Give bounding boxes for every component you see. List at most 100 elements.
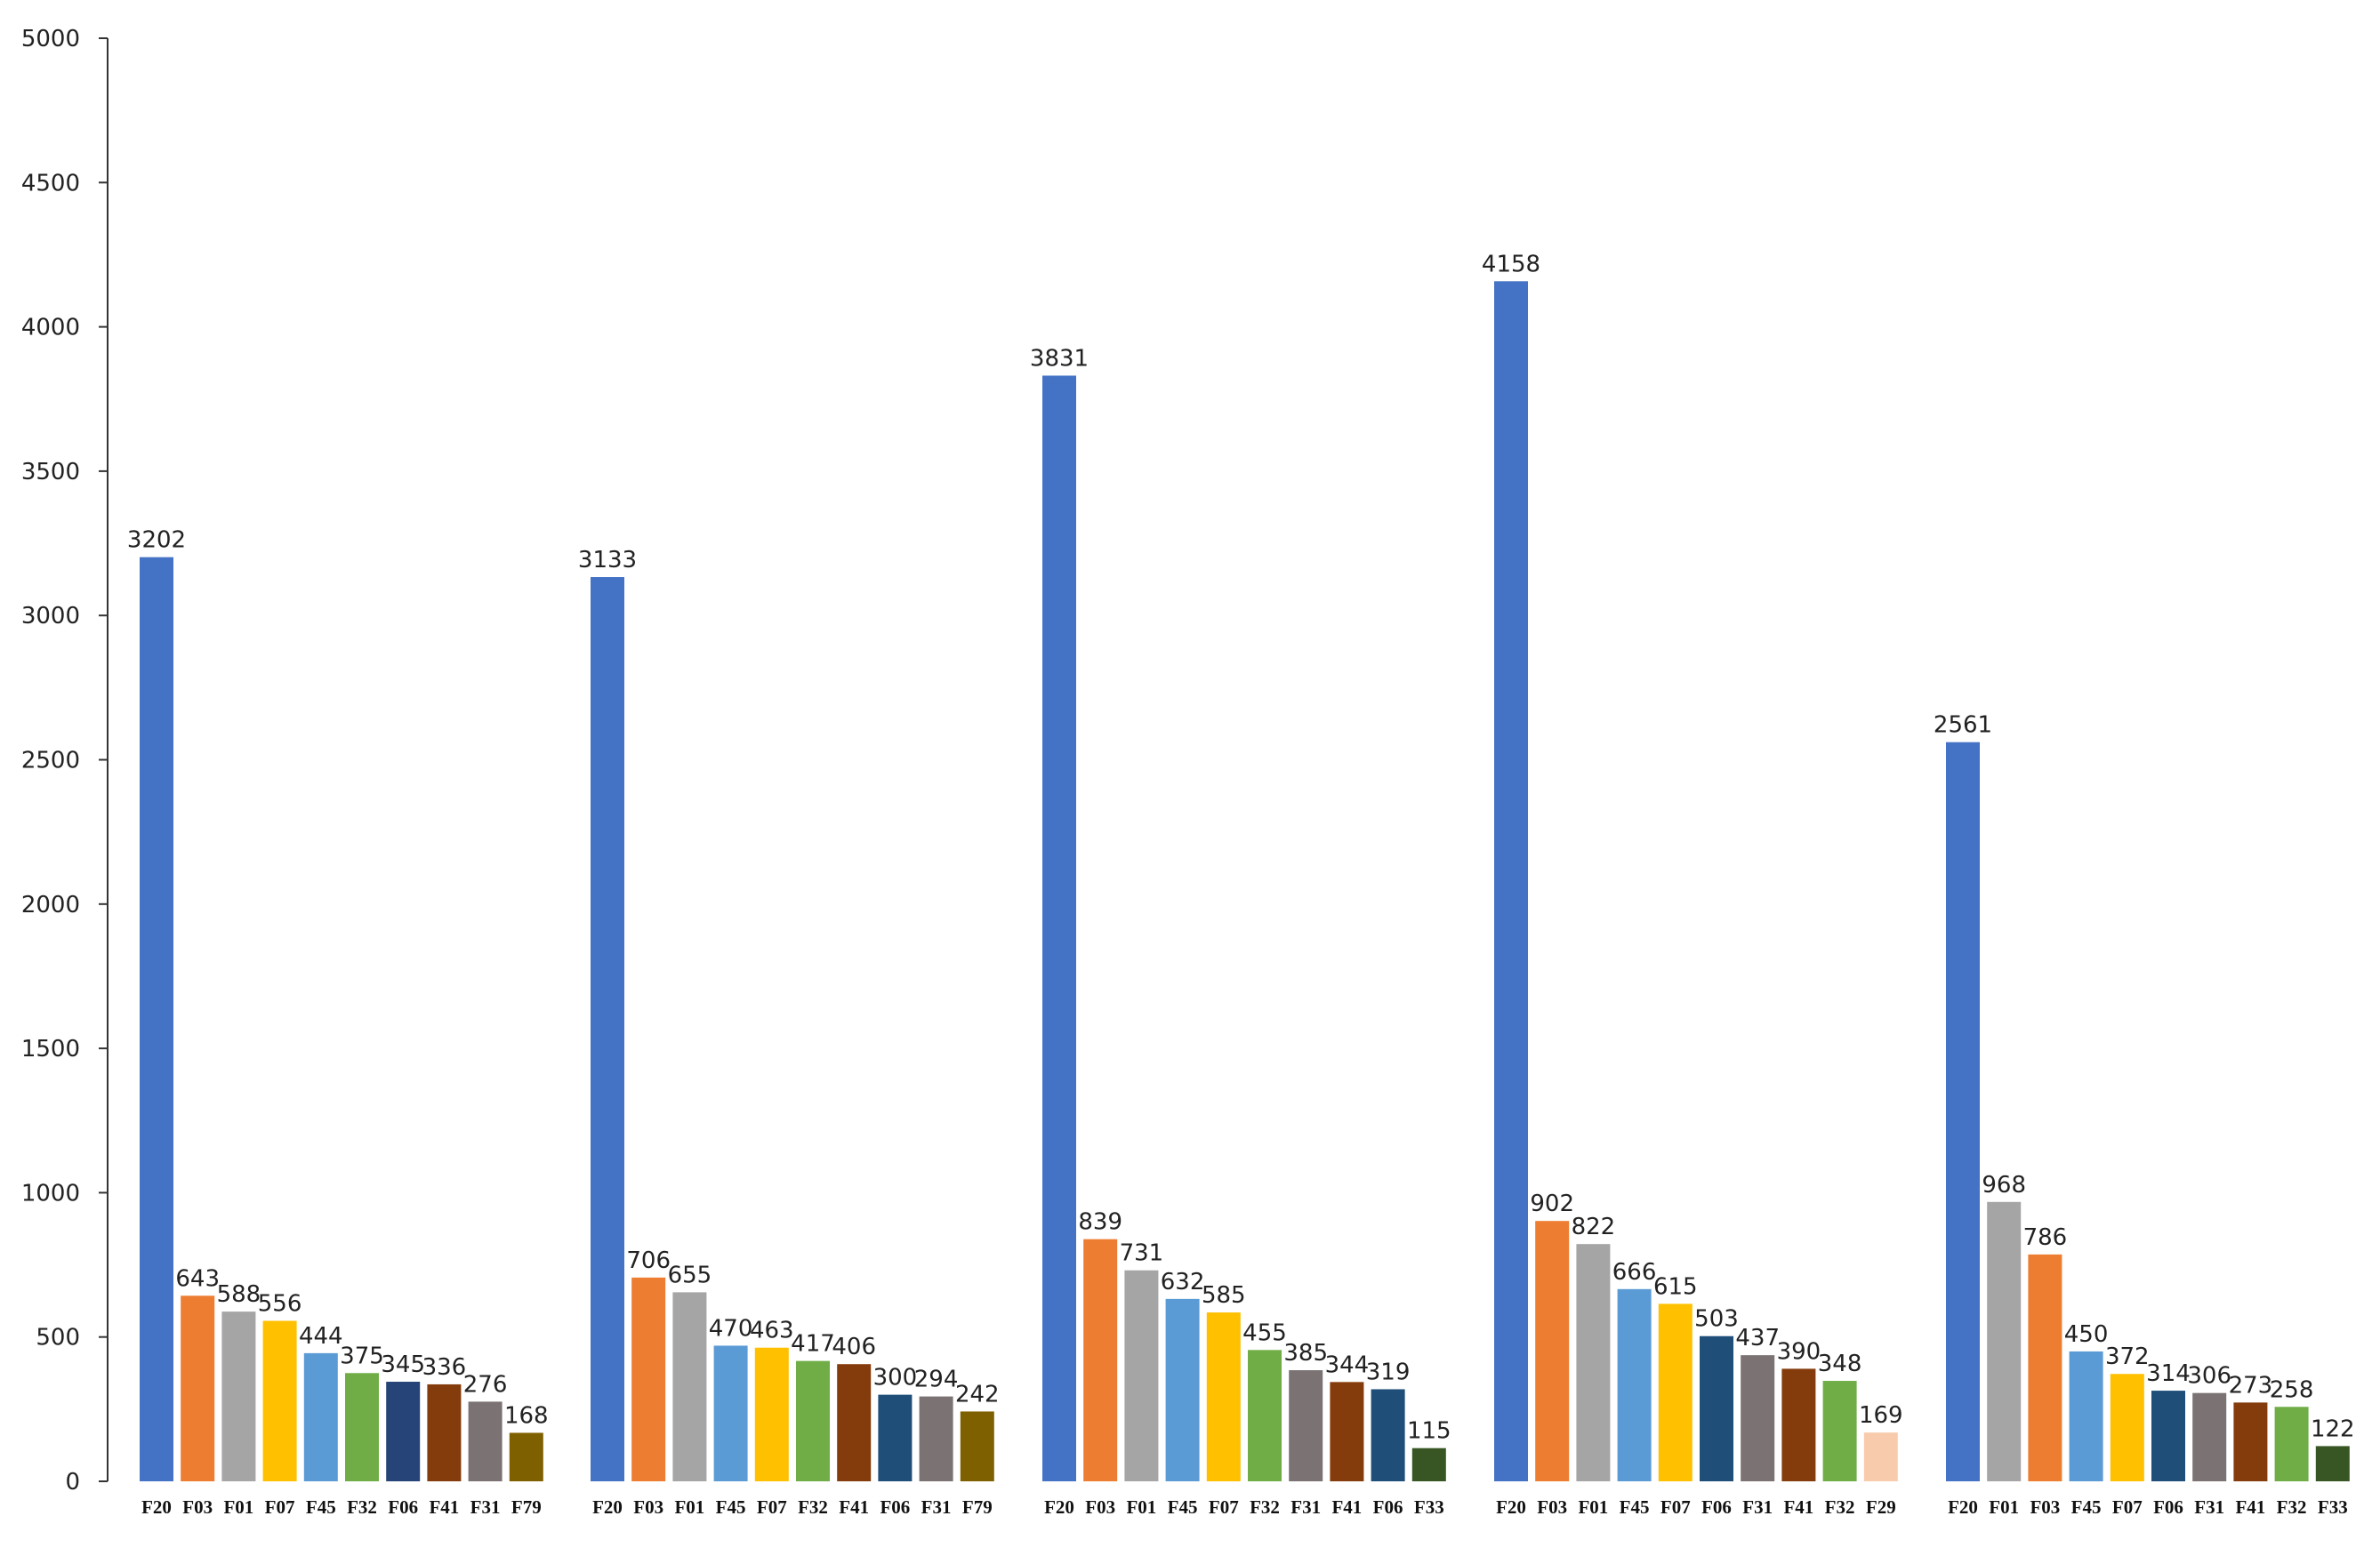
y-tick-label: 2000 <box>21 892 80 918</box>
bar <box>1330 1382 1364 1481</box>
data-label: 276 <box>463 1371 508 1398</box>
y-tick-label: 1000 <box>21 1180 80 1207</box>
x-tick-label: F31 <box>921 1496 952 1518</box>
x-tick-label: F20 <box>141 1496 172 1518</box>
data-label: 731 <box>1120 1240 1164 1267</box>
bar <box>2028 1254 2062 1481</box>
bar <box>1248 1350 1282 1481</box>
bar <box>427 1384 462 1481</box>
data-label: 258 <box>2270 1376 2314 1403</box>
x-tick-label: F06 <box>388 1496 418 1518</box>
x-tick-label: F41 <box>1783 1496 1813 1518</box>
bar <box>713 1345 748 1481</box>
data-label: 444 <box>299 1323 343 1350</box>
x-tick-label: F45 <box>2071 1496 2102 1518</box>
data-label: 706 <box>626 1247 671 1274</box>
x-tick-label: F03 <box>182 1496 213 1518</box>
x-tick-label: F07 <box>1660 1496 1691 1518</box>
data-label: 390 <box>1777 1338 1821 1365</box>
data-label: 470 <box>709 1315 753 1342</box>
y-tick-label: 2500 <box>21 748 80 774</box>
bar-group-2: 3133 F20 706 F03 655 F01 470 F45 463 F07 417 F32 406… <box>578 547 1000 1518</box>
bar <box>1206 1312 1241 1481</box>
bar <box>672 1292 707 1481</box>
bar <box>1658 1303 1693 1481</box>
x-tick-label: F79 <box>511 1496 542 1518</box>
x-tick-label: F20 <box>1044 1496 1074 1518</box>
bar-group-4: 4158 F20 902 F03 822 F01 666 F45 615 F07 503 F06 437… <box>1482 251 1903 1518</box>
data-label: 406 <box>832 1334 876 1360</box>
bar <box>1617 1288 1652 1481</box>
x-tick-label: F32 <box>798 1496 828 1518</box>
y-axis: 0 500 1000 1500 2000 2500 3000 3500 4000 4500 5000 <box>21 26 109 1496</box>
data-label: 348 <box>1818 1351 1862 1377</box>
x-tick-label: F31 <box>1742 1496 1773 1518</box>
data-label: 437 <box>1735 1325 1780 1351</box>
data-label: 450 <box>2064 1321 2109 1348</box>
x-tick-label: F45 <box>716 1496 746 1518</box>
x-tick-label: F07 <box>757 1496 787 1518</box>
x-tick-label: F32 <box>2277 1496 2307 1518</box>
data-label: 3831 <box>1030 345 1089 372</box>
x-tick-label: F06 <box>1701 1496 1732 1518</box>
x-tick-label: F45 <box>306 1496 336 1518</box>
bar <box>796 1360 830 1481</box>
bar <box>919 1396 953 1481</box>
x-tick-label: F45 <box>1168 1496 1198 1518</box>
y-tick-label: 4000 <box>21 315 80 341</box>
bar <box>960 1411 994 1481</box>
bar <box>345 1373 379 1481</box>
bar <box>2274 1407 2309 1481</box>
x-tick-label: F41 <box>839 1496 869 1518</box>
x-tick-label: F33 <box>2318 1496 2348 1518</box>
x-tick-label: F01 <box>674 1496 704 1518</box>
bar <box>1863 1432 1898 1481</box>
data-label: 169 <box>1859 1402 1903 1429</box>
x-tick-label: F41 <box>429 1496 459 1518</box>
x-tick-label: F41 <box>2235 1496 2265 1518</box>
bar <box>1946 742 1980 1481</box>
bar <box>181 1295 215 1481</box>
bar <box>837 1364 872 1481</box>
data-label: 615 <box>1653 1273 1698 1300</box>
x-tick-label: F07 <box>2112 1496 2143 1518</box>
bar <box>262 1320 297 1481</box>
bar-group-1: 3202 F20 643 F03 588 F01 556 F07 444 F45 375 F32 345… <box>127 527 549 1518</box>
data-label: 666 <box>1612 1259 1657 1286</box>
bar <box>1494 281 1528 1481</box>
bar <box>2151 1391 2185 1481</box>
bar <box>1741 1355 1775 1481</box>
data-label: 319 <box>1366 1359 1411 1385</box>
bar <box>303 1352 338 1481</box>
data-label: 336 <box>422 1354 467 1381</box>
data-label: 306 <box>2187 1363 2231 1390</box>
bar <box>509 1432 543 1481</box>
data-label: 3202 <box>127 527 186 554</box>
data-label: 822 <box>1572 1214 1616 1240</box>
bar <box>1083 1239 1118 1481</box>
bar <box>631 1277 666 1481</box>
bar <box>2069 1351 2103 1481</box>
data-label: 455 <box>1242 1319 1287 1346</box>
bar <box>1042 375 1076 1481</box>
bar <box>1124 1270 1159 1481</box>
bar-group-3: 3831 F20 839 F03 731 F01 632 F45 585 F07 455 F32 385… <box>1030 345 1451 1518</box>
x-tick-label: F03 <box>1537 1496 1567 1518</box>
data-label: 242 <box>955 1381 1000 1408</box>
data-label: 115 <box>1407 1418 1451 1445</box>
data-label: 3133 <box>578 547 637 573</box>
bar <box>1535 1221 1570 1481</box>
data-label: 839 <box>1078 1209 1122 1236</box>
bar <box>1700 1335 1733 1481</box>
x-tick-label: F32 <box>347 1496 377 1518</box>
bar <box>386 1382 421 1481</box>
data-label: 632 <box>1161 1269 1205 1295</box>
y-tick-label: 3000 <box>21 603 80 630</box>
x-tick-label: F06 <box>1373 1496 1403 1518</box>
y-tick-label: 0 <box>65 1469 80 1496</box>
x-tick-label: F20 <box>592 1496 623 1518</box>
data-label: 417 <box>791 1331 835 1358</box>
x-tick-label: F03 <box>633 1496 663 1518</box>
bar <box>2233 1402 2268 1481</box>
